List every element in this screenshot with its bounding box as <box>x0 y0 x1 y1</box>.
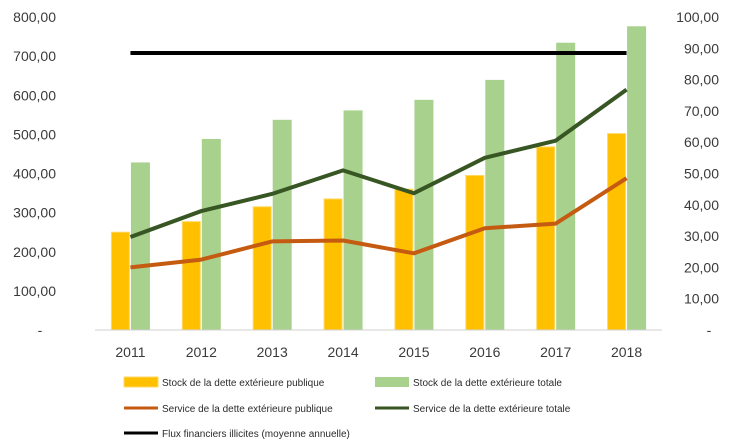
legend-item-flux-illicites: Flux financiers illicites (moyenne annue… <box>124 429 350 440</box>
left-tick-label: 200,00 <box>13 244 56 260</box>
bar-stock-totale-2016 <box>485 79 505 331</box>
legend-label-stock-totale: Stock de la dette extérieure totale <box>413 378 562 389</box>
legend-label-service-publique: Service de la dette extérieure publique <box>162 404 333 415</box>
category-label: 2017 <box>540 344 571 360</box>
bar-stock-totale-2018 <box>627 26 647 331</box>
left-tick-label: 800,00 <box>13 9 56 25</box>
left-tick-label: 100,00 <box>13 283 56 299</box>
left-tick-label: - <box>38 322 43 338</box>
bar-stock-totale-2012 <box>201 138 221 331</box>
right-tick-label: 100,00 <box>676 9 719 25</box>
right-tick-label: 20,00 <box>684 259 719 275</box>
line-service-publique <box>130 176 628 270</box>
left-axis-tick-labels: - 100,00 200,00 300,00 400,00 500,00 600,00 700… <box>13 9 56 338</box>
legend-label-stock-publique: Stock de la dette extérieure publique <box>162 378 325 389</box>
bar-stock-publique-2018 <box>607 133 627 331</box>
right-tick-label: 60,00 <box>684 134 719 150</box>
left-tick-label: 400,00 <box>13 166 56 182</box>
category-label: 2012 <box>186 344 217 360</box>
left-tick-label: 700,00 <box>13 48 56 64</box>
bar-stock-totale-2013 <box>272 119 292 331</box>
category-label: 2013 <box>257 344 288 360</box>
legend-label-service-totale: Service de la dette extérieure totale <box>413 404 571 415</box>
category-label: 2014 <box>327 344 358 360</box>
right-tick-label: 40,00 <box>684 197 719 213</box>
legend-item-service-totale: Service de la dette extérieure totale <box>375 404 571 415</box>
bar-stock-totale-2015 <box>414 99 434 331</box>
bar-stock-publique-2017 <box>536 146 556 331</box>
right-tick-label: 50,00 <box>684 166 719 182</box>
legend: Stock de la dette extérieure publique St… <box>123 376 571 440</box>
bar-stock-totale-2014 <box>343 110 363 331</box>
category-label: 2016 <box>469 344 500 360</box>
legend-swatch-stock-totale <box>375 377 409 387</box>
left-tick-label: 500,00 <box>13 126 56 142</box>
right-axis-tick-labels: - 10,00 20,00 30,00 40,00 50,00 60,00 70,00 80,0… <box>676 9 719 338</box>
category-label: 2011 <box>115 344 145 360</box>
line-service-totale <box>129 87 628 239</box>
legend-label-flux-illicites: Flux financiers illicites (moyenne annue… <box>162 429 350 440</box>
right-tick-label: 90,00 <box>684 40 719 56</box>
category-label: 2018 <box>611 344 642 360</box>
bar-series <box>110 26 647 331</box>
bar-stock-publique-2012 <box>181 221 201 331</box>
bar-stock-totale-2017 <box>556 42 576 331</box>
bar-stock-publique-2014 <box>323 198 343 331</box>
right-tick-label: 30,00 <box>684 228 719 244</box>
line-series <box>129 50 628 270</box>
right-tick-label: 70,00 <box>684 103 719 119</box>
right-tick-label: 10,00 <box>684 291 719 307</box>
legend-item-service-publique: Service de la dette extérieure publique <box>124 404 333 415</box>
legend-swatch-stock-publique <box>123 376 159 388</box>
legend-item-stock-totale: Stock de la dette extérieure totale <box>375 377 562 389</box>
bar-stock-publique-2016 <box>465 174 485 331</box>
left-tick-label: 300,00 <box>13 205 56 221</box>
legend-item-stock-publique: Stock de la dette extérieure publique <box>123 376 325 389</box>
bar-stock-publique-2015 <box>394 188 414 331</box>
right-tick-label: 80,00 <box>684 72 719 88</box>
category-label: 2015 <box>398 344 429 360</box>
bar-stock-publique-2013 <box>252 206 272 331</box>
bar-stock-publique-2011 <box>110 231 130 331</box>
left-tick-label: 600,00 <box>13 87 56 103</box>
right-tick-label: - <box>707 322 712 338</box>
category-tick-labels: 2011 2012 2013 2014 2015 2016 2017 2018 <box>115 344 642 360</box>
bar-stock-totale-2011 <box>130 162 150 331</box>
